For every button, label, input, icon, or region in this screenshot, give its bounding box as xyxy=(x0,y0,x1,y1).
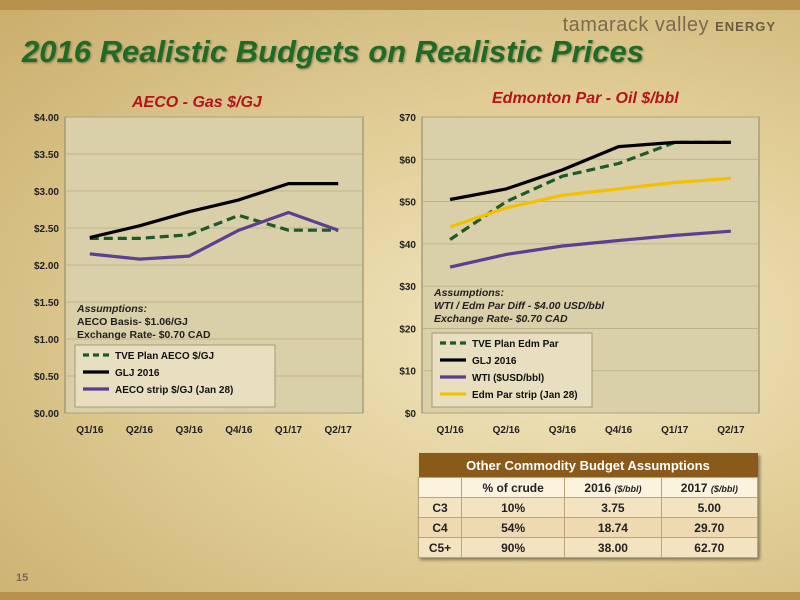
series-line-2 xyxy=(449,229,732,269)
x-tick-label: Q4/16 xyxy=(605,425,633,436)
x-tick-label: Q4/16 xyxy=(225,425,253,436)
table-cell: 5.00 xyxy=(660,497,759,518)
table-header-2016: 2016 ($/bbl) xyxy=(564,477,662,498)
series-line-3 xyxy=(449,176,732,229)
y-tick-label: $2.00 xyxy=(34,261,59,272)
y-tick-label: $20 xyxy=(399,324,416,335)
table-cell: C3 xyxy=(418,497,462,518)
y-tick-label: $30 xyxy=(399,282,416,293)
table-header-blank xyxy=(418,477,462,498)
legend-label: GLJ 2016 xyxy=(115,368,160,379)
assumption-line: Exchange Rate- $0.70 CAD xyxy=(434,313,568,325)
y-tick-label: $0 xyxy=(405,409,417,420)
y-tick-label: $1.50 xyxy=(34,298,59,309)
table-cell: 10% xyxy=(460,497,566,518)
x-tick-label: Q2/17 xyxy=(325,425,353,436)
assumption-line: Assumptions: xyxy=(76,303,147,315)
series-line-1 xyxy=(449,140,731,202)
y-tick-label: $3.00 xyxy=(34,187,59,198)
series-line-2 xyxy=(89,210,339,261)
chart-title-aeco: AECO - Gas $/GJ xyxy=(132,94,262,111)
chart-edm: $0 $10 $20 $30 $40 $50 $60 $70 Q1/16 Q2/16 Q3/16 Q4… xyxy=(399,113,760,436)
table-cell: 90% xyxy=(460,537,566,558)
x-tick-label: Q2/16 xyxy=(493,425,521,436)
assumption-line: WTI / Edm Par Diff - $4.00 USD/bbl xyxy=(434,300,605,312)
table-cell: 38.00 xyxy=(564,537,662,558)
chart-title-edmonton: Edmonton Par - Oil $/bbl xyxy=(492,90,679,107)
x-tick-label: Q1/16 xyxy=(76,425,104,436)
x-tick-label: Q2/17 xyxy=(717,425,745,436)
x-tick-label: Q1/17 xyxy=(275,425,303,436)
bottom-frame-bar xyxy=(0,592,800,600)
table-cell: 54% xyxy=(460,517,566,538)
legend-label: TVE Plan Edm Par xyxy=(472,339,559,350)
y-tick-label: $0.00 xyxy=(34,409,59,420)
assumption-line: AECO Basis- $1.06/GJ xyxy=(77,316,188,328)
series-line-1 xyxy=(89,182,339,240)
brand-logo: tamarack valley ENERGY xyxy=(563,14,776,37)
y-tick-label: $10 xyxy=(399,367,416,378)
table-cell: 62.70 xyxy=(660,537,759,558)
table-cell: C4 xyxy=(418,517,462,538)
y-tick-label: $3.50 xyxy=(34,150,59,161)
y-tick-label: $40 xyxy=(399,240,416,251)
table-row: C5+ 90% 38.00 62.70 xyxy=(418,537,759,558)
table-row: C4 54% 18.74 29.70 xyxy=(418,517,759,538)
top-frame-bar xyxy=(0,0,800,10)
series-line-0 xyxy=(89,213,339,240)
table-header-2017: 2017 ($/bbl) xyxy=(660,477,759,498)
chart-aeco: $0.00 $0.50 $1.00 $1.50 $2.00 $2.50 $3.00 $3.50… xyxy=(34,113,364,436)
assumption-line: Exchange Rate- $0.70 CAD xyxy=(77,329,211,341)
x-tick-label: Q3/16 xyxy=(176,425,204,436)
table-cell: 3.75 xyxy=(564,497,662,518)
table-cell: 18.74 xyxy=(564,517,662,538)
y-tick-label: $70 xyxy=(399,113,416,124)
legend-label: WTI ($USD/bbl) xyxy=(472,373,544,384)
assumption-line: Assumptions: xyxy=(433,287,504,299)
page-title: 2016 Realistic Budgets on Realistic Pric… xyxy=(22,34,644,69)
brand-suffix: ENERGY xyxy=(715,19,776,34)
legend-label: Edm Par strip (Jan 28) xyxy=(472,390,578,401)
brand-name: tamarack valley xyxy=(562,14,710,36)
page-number: 15 xyxy=(16,572,29,584)
table-header-pct: % of crude xyxy=(460,477,566,498)
y-tick-label: $1.00 xyxy=(34,335,59,346)
legend-label: GLJ 2016 xyxy=(472,356,517,367)
legend-label: TVE Plan AECO $/GJ xyxy=(115,351,214,362)
y-tick-label: $0.50 xyxy=(34,372,59,383)
x-tick-label: Q3/16 xyxy=(549,425,577,436)
table-cell: 29.70 xyxy=(660,517,759,538)
x-tick-label: Q1/17 xyxy=(661,425,689,436)
x-tick-label: Q1/16 xyxy=(436,425,464,436)
y-tick-label: $2.50 xyxy=(34,224,59,235)
y-tick-label: $60 xyxy=(399,155,416,166)
table-cell: C5+ xyxy=(418,537,462,558)
table-row: C3 10% 3.75 5.00 xyxy=(418,497,759,518)
x-tick-label: Q2/16 xyxy=(126,425,154,436)
y-tick-label: $4.00 xyxy=(34,113,59,124)
commodity-assumptions-table: Other Commodity Budget Assumptions % of … xyxy=(418,453,759,558)
table-header-row: % of crude 2016 ($/bbl) 2017 ($/bbl) xyxy=(418,477,759,498)
y-tick-label: $50 xyxy=(399,198,416,209)
table-title: Other Commodity Budget Assumptions xyxy=(418,453,758,478)
legend-label: AECO strip $/GJ (Jan 28) xyxy=(115,385,233,396)
